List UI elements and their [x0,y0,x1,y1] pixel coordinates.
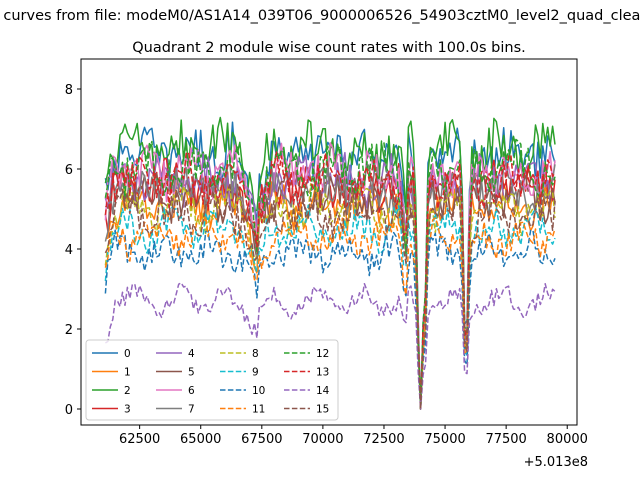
x-tick-label: 77500 [485,432,526,447]
legend-label-14: 14 [316,385,330,397]
series-line-11 [104,212,556,410]
figure-suptitle: Light curves from file: modeM0/AS1A14_03… [0,8,640,24]
y-axis: 0 2 4 6 8 [65,83,81,418]
legend-label-2: 2 [124,385,131,397]
y-tick-label: 0 [65,403,73,418]
x-tick-label: 70000 [302,432,343,447]
x-tick-label: 72500 [363,432,404,447]
series-layer [104,116,556,410]
legend-label-15: 15 [316,404,329,416]
legend-label-9: 9 [252,367,259,379]
legend-label-10: 10 [252,385,265,397]
x-offset-label: +5.013e8 [524,455,588,470]
legend-label-13: 13 [316,367,329,379]
x-tick-label: 65000 [180,432,221,447]
y-tick-label: 4 [65,243,73,258]
x-tick-label: 80000 [547,432,588,447]
legend-label-11: 11 [252,404,265,416]
legend-label-5: 5 [188,367,195,379]
y-tick-label: 6 [65,163,73,178]
series-line-10 [104,229,556,410]
legend-label-1: 1 [124,367,131,379]
legend-label-4: 4 [188,348,195,360]
x-axis: 62500 65000 67500 70000 72500 75000 77500 80000 [119,425,588,447]
series-line-14 [104,282,556,410]
legend-label-0: 0 [124,348,131,360]
x-tick-label: 62500 [119,432,160,447]
series-line-5 [104,170,556,410]
series-line-15 [104,187,556,410]
x-tick-label: 75000 [424,432,465,447]
legend-frame [85,339,339,421]
legend-label-3: 3 [124,404,131,416]
legend-label-6: 6 [188,385,195,397]
legend-label-12: 12 [316,348,329,360]
x-tick-label: 67500 [241,432,282,447]
chart-title: Quadrant 2 module wise count rates with … [132,40,526,56]
series-line-12 [104,138,556,410]
y-tick-label: 2 [65,323,73,338]
legend-label-7: 7 [188,404,195,416]
series-line-3 [104,157,556,410]
plot-frame [80,58,578,426]
legend-label-8: 8 [252,348,259,360]
series-line-6 [104,142,556,410]
series-line-13 [104,151,556,410]
y-tick-label: 8 [65,83,73,98]
series-line-7 [104,161,556,410]
